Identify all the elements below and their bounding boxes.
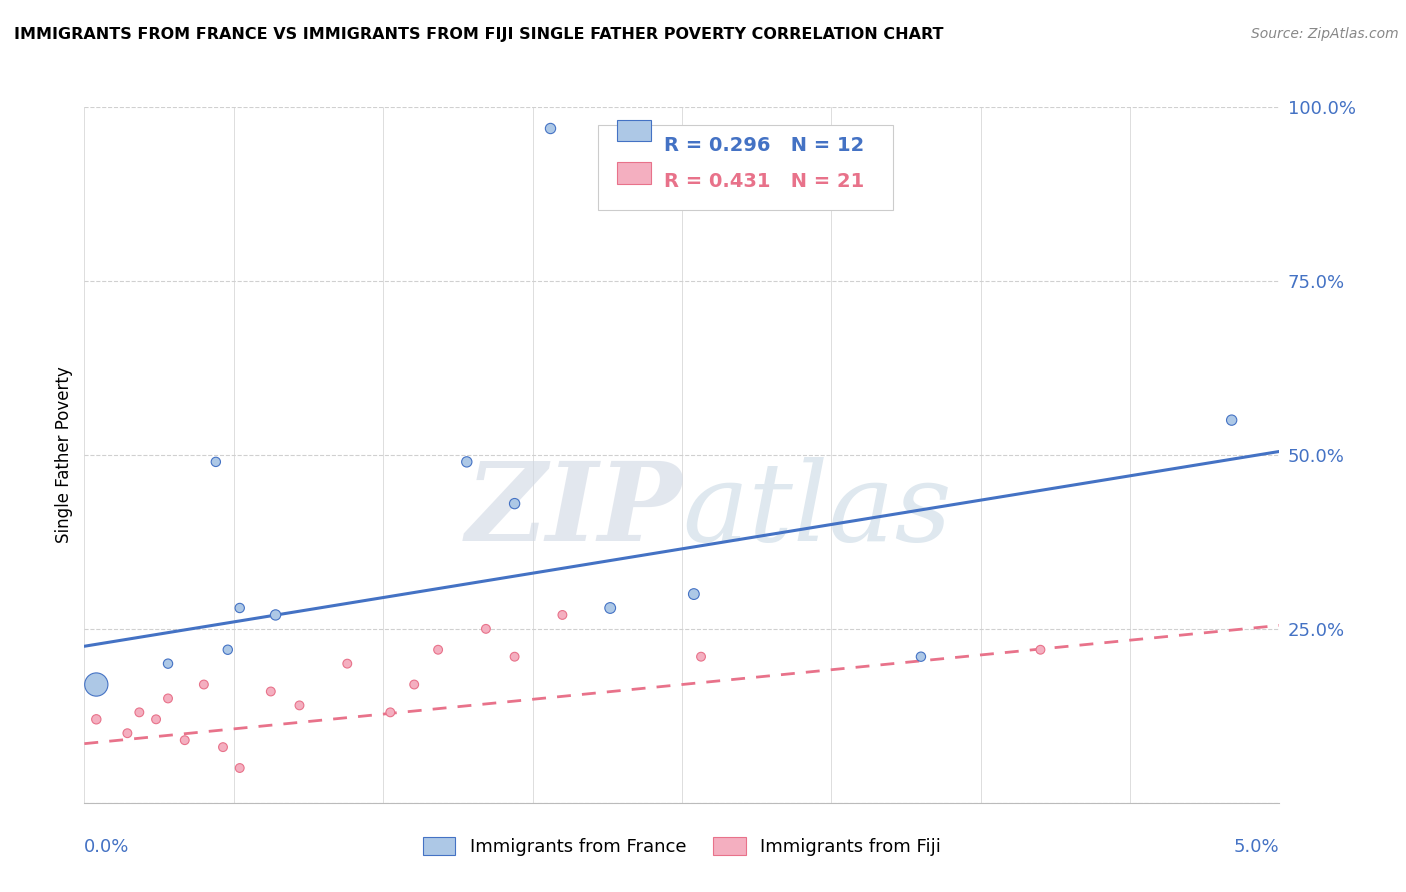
- Point: [288, 698, 311, 713]
- Point: [910, 649, 932, 664]
- Point: [336, 657, 359, 671]
- Point: [205, 455, 228, 469]
- Text: atlas: atlas: [682, 457, 952, 565]
- Point: [260, 684, 283, 698]
- Text: 0.0%: 0.0%: [84, 838, 129, 855]
- Point: [117, 726, 139, 740]
- Point: [503, 649, 526, 664]
- Point: [157, 657, 180, 671]
- Point: [404, 677, 426, 691]
- Point: [264, 607, 287, 622]
- Point: [551, 607, 574, 622]
- Point: [599, 601, 621, 615]
- Point: [173, 733, 195, 747]
- Point: [475, 622, 498, 636]
- Text: IMMIGRANTS FROM FRANCE VS IMMIGRANTS FROM FIJI SINGLE FATHER POVERTY CORRELATION: IMMIGRANTS FROM FRANCE VS IMMIGRANTS FRO…: [14, 27, 943, 42]
- Legend: Immigrants from France, Immigrants from Fiji: Immigrants from France, Immigrants from …: [416, 830, 948, 863]
- Point: [1029, 642, 1052, 657]
- Point: [145, 712, 167, 726]
- Point: [86, 712, 108, 726]
- Point: [690, 649, 713, 664]
- Point: [683, 587, 706, 601]
- Point: [86, 677, 108, 691]
- Point: [503, 497, 526, 511]
- Point: [157, 691, 180, 706]
- Text: Source: ZipAtlas.com: Source: ZipAtlas.com: [1251, 27, 1399, 41]
- Point: [128, 706, 150, 720]
- Point: [427, 642, 450, 657]
- Text: ZIP: ZIP: [465, 457, 682, 565]
- Point: [229, 601, 252, 615]
- Point: [193, 677, 215, 691]
- Point: [229, 761, 252, 775]
- Text: R = 0.431   N = 21: R = 0.431 N = 21: [664, 172, 863, 191]
- Point: [456, 455, 478, 469]
- Text: R = 0.296   N = 12: R = 0.296 N = 12: [664, 136, 863, 155]
- Y-axis label: Single Father Poverty: Single Father Poverty: [55, 367, 73, 543]
- Point: [1220, 413, 1243, 427]
- Point: [217, 642, 239, 657]
- Point: [540, 120, 562, 135]
- Point: [380, 706, 402, 720]
- Text: 5.0%: 5.0%: [1234, 838, 1279, 855]
- Point: [212, 740, 235, 755]
